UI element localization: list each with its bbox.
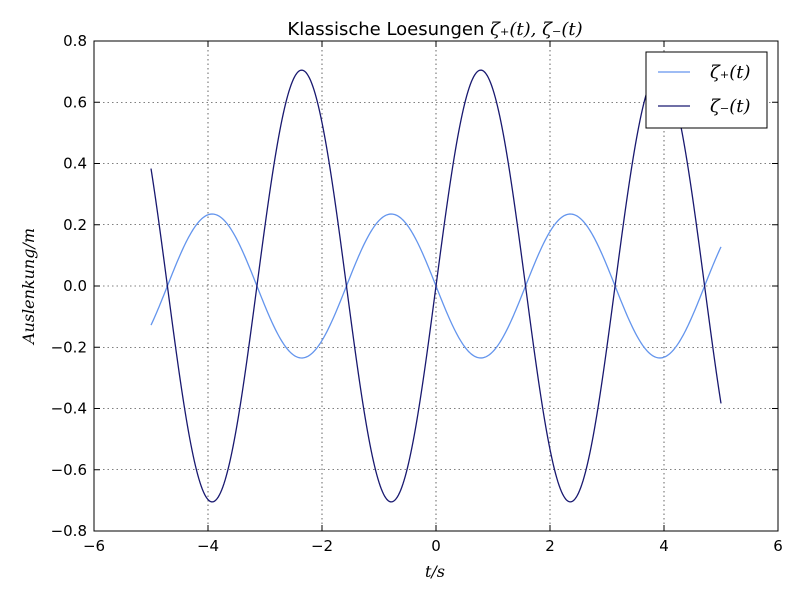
series-layer xyxy=(150,69,722,503)
y-tick-label: 0.8 xyxy=(63,32,87,50)
ticks: −6 −4 −2 0 2 4 6 −0.8 −0.6 −0.4 −0.2 0.0 0.2 0.4 0.6 0.… xyxy=(51,32,783,555)
y-tick-label: 0.4 xyxy=(63,155,87,173)
x-tick-label: −2 xyxy=(311,537,333,555)
y-tick-label: 0.0 xyxy=(63,277,87,295)
legend-label-zeta-plus: ζ₊(t) xyxy=(710,62,751,83)
x-tick-label: −4 xyxy=(197,537,219,555)
chart-title-math: ζ₊(t), ζ₋(t) xyxy=(490,19,583,40)
series-line-zeta-minus xyxy=(150,69,722,503)
y-tick-label: 0.6 xyxy=(63,93,87,111)
x-tick-label: 4 xyxy=(659,537,669,555)
chart-title: Klassische Loesungen ζ₊(t), ζ₋(t) xyxy=(287,19,582,40)
y-axis-label: Auslenkung/m xyxy=(19,228,38,346)
x-tick-label: 2 xyxy=(545,537,555,555)
x-tick-label: −6 xyxy=(83,537,105,555)
y-tick-label: −0.8 xyxy=(51,522,87,540)
x-axis-label: t/s xyxy=(425,562,445,581)
legend-box xyxy=(645,51,768,129)
chart-title-text: Klassische Loesungen xyxy=(287,19,490,40)
legend-label-zeta-minus: ζ₋(t) xyxy=(710,96,751,117)
legend: ζ₊(t) ζ₋(t) xyxy=(645,51,768,129)
y-tick-label: 0.2 xyxy=(63,216,87,234)
x-tick-label: 6 xyxy=(773,537,783,555)
y-tick-label: −0.4 xyxy=(51,400,87,418)
y-tick-label: −0.6 xyxy=(51,461,87,479)
y-tick-label: −0.2 xyxy=(51,338,87,356)
x-tick-label: 0 xyxy=(431,537,441,555)
